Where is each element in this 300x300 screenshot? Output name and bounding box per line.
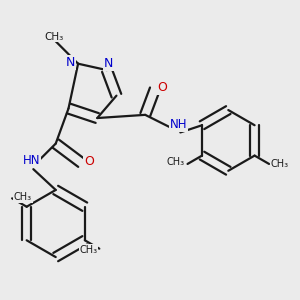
- Text: NH: NH: [170, 118, 188, 131]
- Text: N: N: [65, 56, 75, 69]
- Text: CH₃: CH₃: [271, 159, 289, 169]
- Text: CH₃: CH₃: [14, 192, 32, 202]
- Text: HN: HN: [23, 154, 40, 167]
- Text: CH₃: CH₃: [80, 245, 98, 255]
- Text: O: O: [84, 155, 94, 168]
- Text: N: N: [104, 57, 113, 70]
- Text: CH₃: CH₃: [44, 32, 64, 41]
- Text: CH₃: CH₃: [166, 157, 184, 167]
- Text: O: O: [157, 81, 167, 94]
